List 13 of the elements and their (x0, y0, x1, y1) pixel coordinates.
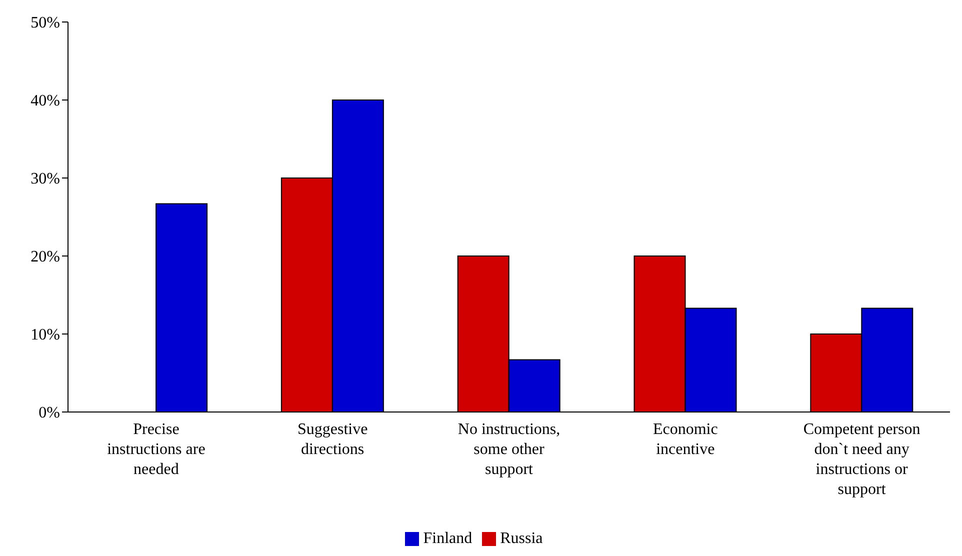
x-tick-label: Precise instructions are needed (107, 421, 206, 478)
y-tick-label: 20% (30, 248, 60, 266)
y-tick-label: 50% (30, 14, 60, 32)
y-tick-label: 10% (30, 326, 60, 344)
legend-label: Russia (500, 530, 543, 547)
x-tick-label: Suggestive directions (297, 421, 368, 458)
x-tick-label: Competent person don`t need any instructions or support (803, 421, 920, 498)
x-tick-label: No instructions, some other support (458, 421, 560, 478)
y-tick-label: 30% (30, 170, 60, 188)
y-tick-label: 0% (38, 404, 60, 422)
legend-label: Finland (423, 530, 472, 547)
y-tick-label: 40% (30, 92, 60, 110)
x-tick-label: Economic incentive (652, 421, 718, 458)
